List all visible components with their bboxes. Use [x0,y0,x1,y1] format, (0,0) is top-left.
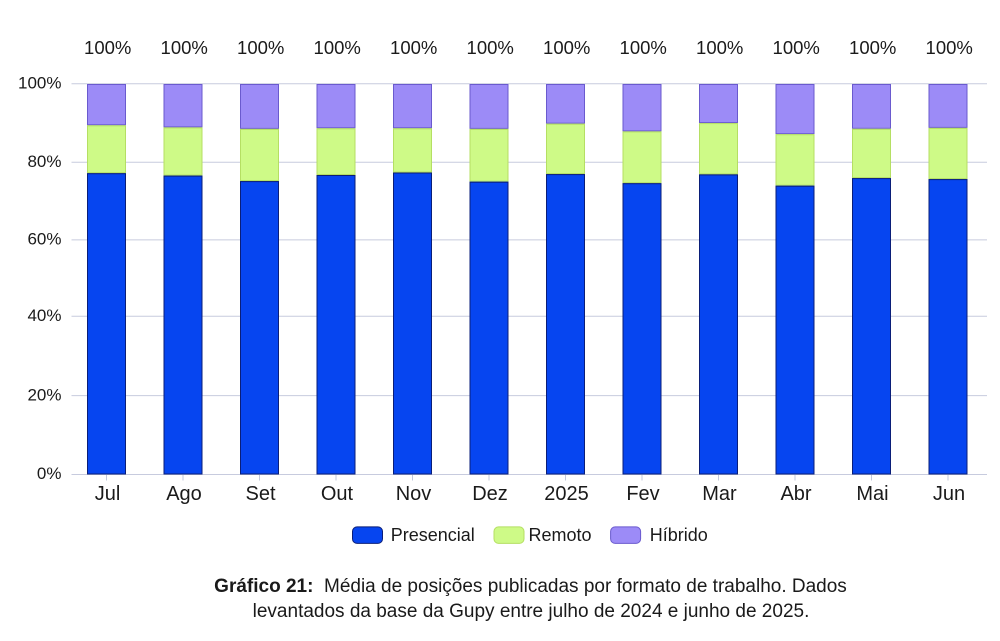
svg-text:100%: 100% [773,37,820,58]
svg-text:100%: 100% [237,37,284,58]
svg-text:Mar: Mar [702,483,737,505]
svg-text:2025: 2025 [544,483,589,505]
svg-text:Remoto: Remoto [529,525,592,545]
svg-text:Presencial: Presencial [391,525,475,545]
svg-text:80%: 80% [27,152,61,171]
svg-text:100%: 100% [620,37,667,58]
svg-text:100%: 100% [18,74,61,93]
svg-text:0%: 0% [37,464,62,483]
svg-text:Jul: Jul [95,483,121,505]
svg-text:Abr: Abr [780,483,811,505]
svg-text:100%: 100% [84,37,131,58]
svg-text:Gráfico 21: Média de posições: Gráfico 21: Média de posições publicadas… [214,576,847,597]
svg-text:Mai: Mai [856,483,888,505]
svg-text:100%: 100% [467,37,514,58]
svg-text:20%: 20% [27,385,61,404]
svg-text:40%: 40% [27,306,61,325]
svg-text:Set: Set [245,483,275,505]
svg-text:Nov: Nov [396,483,432,505]
svg-text:Jun: Jun [933,483,965,505]
svg-text:100%: 100% [926,37,973,58]
svg-text:100%: 100% [696,37,743,58]
svg-text:100%: 100% [543,37,590,58]
svg-text:Híbrido: Híbrido [650,525,708,545]
svg-text:100%: 100% [314,37,361,58]
svg-text:Out: Out [321,483,354,505]
svg-text:100%: 100% [849,37,896,58]
svg-text:60%: 60% [27,230,61,249]
svg-text:Fev: Fev [626,483,659,505]
svg-text:levantados da base da Gupy ent: levantados da base da Gupy entre julho d… [253,601,810,622]
svg-text:100%: 100% [390,37,437,58]
svg-text:100%: 100% [161,37,208,58]
svg-text:Ago: Ago [166,483,202,505]
svg-text:Dez: Dez [472,483,508,505]
